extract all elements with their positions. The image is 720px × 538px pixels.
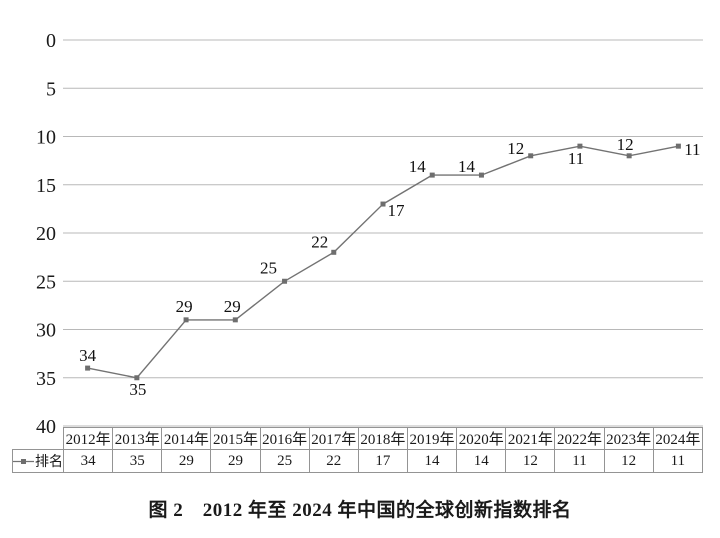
value-cell: 35 — [112, 449, 163, 473]
data-label: 12 — [507, 139, 524, 158]
year-header-cell: 2018年 — [357, 427, 408, 450]
data-point-marker — [675, 143, 681, 149]
data-point-marker — [528, 153, 534, 159]
year-header-cell: 2016年 — [259, 427, 310, 450]
data-label: 17 — [388, 201, 406, 220]
value-cell: 12 — [505, 449, 556, 473]
year-header-cell: 2015年 — [210, 427, 261, 450]
year-header-cell: 2012年 — [62, 427, 114, 450]
legend-cell: 排名 — [12, 449, 64, 473]
value-cell: 17 — [357, 449, 408, 473]
year-header-cell: 2017年 — [308, 427, 359, 450]
value-cell: 29 — [161, 449, 212, 473]
data-point-marker — [429, 172, 435, 178]
year-header-cell: 2023年 — [603, 427, 654, 450]
y-axis-tick-label: 10 — [36, 127, 56, 149]
data-point-marker — [380, 201, 386, 207]
data-label: 14 — [409, 157, 427, 176]
year-header-cell: 2020年 — [456, 427, 507, 450]
data-label: 29 — [224, 297, 241, 316]
value-cell: 34 — [62, 449, 114, 473]
data-label: 12 — [617, 135, 634, 154]
data-label: 14 — [458, 157, 476, 176]
year-header-cell: 2021年 — [505, 427, 556, 450]
value-cell: 12 — [603, 449, 654, 473]
data-point-marker — [183, 317, 189, 323]
year-header-cell: 2022年 — [554, 427, 605, 450]
y-axis-tick-label: 35 — [36, 368, 56, 390]
data-label: 34 — [79, 346, 97, 365]
data-label: 25 — [260, 258, 277, 277]
value-cell: 25 — [259, 449, 310, 473]
data-label: 11 — [684, 140, 700, 159]
data-table: 2012年 2013年 2014年 2015年 2016年 2017年 2018年 2019年… — [12, 427, 704, 473]
value-cell: 14 — [456, 449, 507, 473]
y-axis-tick-label: 25 — [36, 271, 56, 293]
rank-series-line — [87, 145, 679, 379]
value-cell: 14 — [406, 449, 458, 473]
data-point-marker — [626, 153, 632, 159]
year-header-cell: 2024年 — [652, 427, 704, 450]
y-axis-tick-label: 20 — [36, 223, 56, 245]
year-header-cell: 2013年 — [112, 427, 163, 450]
year-header-cell: 2014年 — [161, 427, 212, 450]
data-label: 35 — [129, 380, 146, 399]
value-cell: 11 — [652, 449, 704, 473]
table-corner-blank — [13, 428, 64, 450]
legend-label: 排名 — [35, 455, 63, 470]
data-point-marker — [134, 375, 140, 381]
year-header-cell: 2019年 — [406, 427, 458, 450]
data-point-marker — [331, 249, 337, 255]
y-axis-tick-label: 5 — [46, 78, 56, 100]
data-point-marker — [478, 172, 484, 178]
y-axis-tick-label: 40 — [36, 416, 56, 438]
y-axis-tick-label: 0 — [46, 30, 56, 52]
data-label: 11 — [568, 149, 584, 168]
y-axis-tick-label: 30 — [36, 320, 56, 342]
data-label: 22 — [311, 232, 328, 251]
data-point-marker — [577, 143, 583, 149]
figure-caption: 图 2 2012 年至 2024 年中国的全球创新指数排名 — [148, 500, 572, 521]
data-table-body: 2012年 2013年 2014年 2015年 2016年 2017年 2018年 2019年… — [12, 427, 704, 473]
value-cell: 11 — [554, 449, 605, 473]
line-with-square-marker-icon — [13, 458, 34, 464]
data-point-marker — [282, 278, 288, 284]
data-point-marker — [232, 317, 238, 323]
data-point-marker — [85, 365, 91, 371]
value-cell: 29 — [210, 449, 261, 473]
data-label: 29 — [176, 297, 193, 316]
value-cell: 22 — [308, 449, 359, 473]
y-axis-tick-label: 15 — [36, 175, 56, 197]
